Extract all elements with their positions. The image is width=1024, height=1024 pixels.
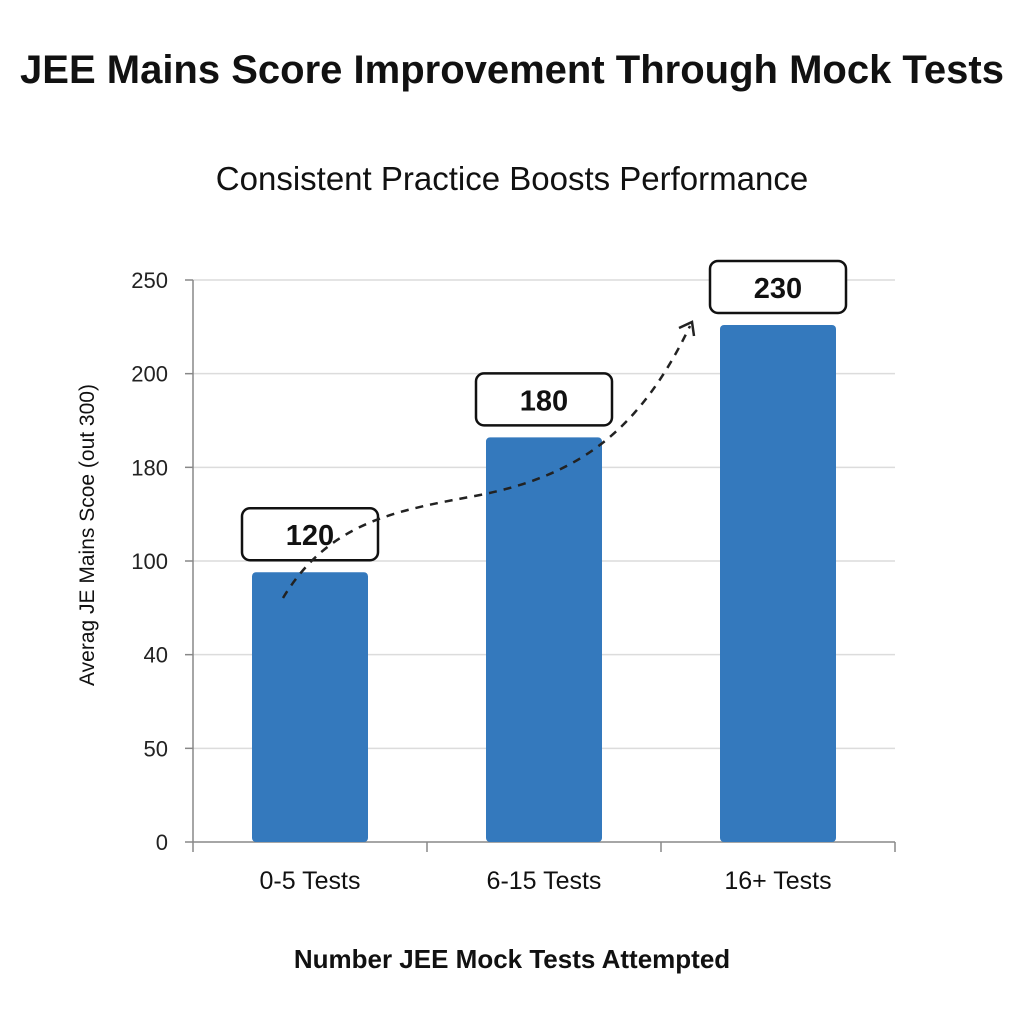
y-tick-label: 0	[156, 830, 168, 855]
y-tick-label: 100	[131, 549, 168, 574]
data-label-box	[240, 506, 380, 562]
x-tick-label: 16+ Tests	[724, 867, 831, 895]
x-tick-label: 0-5 Tests	[260, 867, 361, 895]
data-label-box	[474, 372, 614, 427]
bar	[486, 437, 602, 842]
bar	[720, 324, 836, 843]
chart-title: JEE Mains Score Improvement Through Mock…	[20, 48, 1004, 92]
y-tick-label: 40	[144, 643, 168, 668]
y-tick-label: 200	[131, 362, 168, 387]
data-label: 230	[754, 273, 802, 305]
chart-subtitle: Consistent Practice Boosts Performance	[215, 160, 809, 197]
bar	[252, 572, 368, 842]
x-axis-label: Number JEE Mock Tests Attempted	[293, 944, 731, 974]
data-label-box	[708, 259, 848, 315]
y-tick-label: 50	[144, 736, 168, 761]
arrow-head-icon	[678, 320, 696, 337]
data-label: 180	[520, 385, 568, 417]
y-tick-label: 180	[131, 455, 168, 480]
x-tick-label: 6-15 Tests	[487, 867, 602, 895]
trend-arrow	[281, 325, 692, 599]
y-tick-label: 250	[131, 268, 168, 293]
